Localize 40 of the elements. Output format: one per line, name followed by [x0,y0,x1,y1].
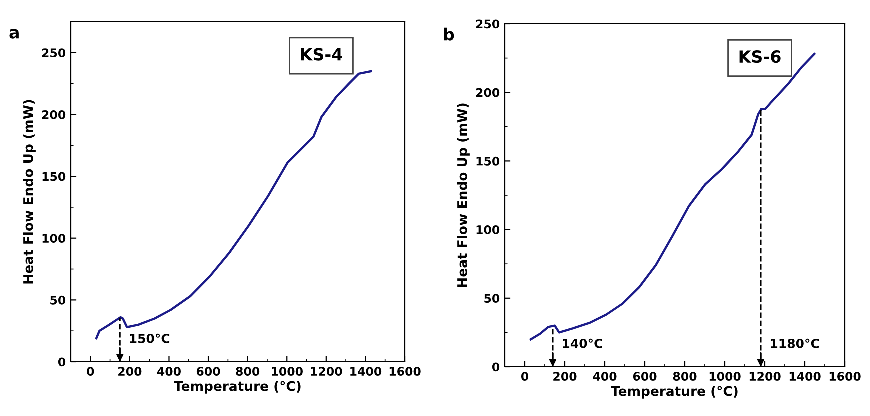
x-tick-label: 1400 [790,372,821,381]
y-tick-label: 50 [484,294,500,304]
x-axis-title: Temperature (°C) [611,386,738,399]
y-tick-label: 200 [42,110,66,120]
text: b [444,28,454,41]
y-tick-label: 150 [42,172,66,182]
y-tick-label: 0 [58,358,66,367]
x-tick-label: 600 [196,367,220,376]
y-tick-label: 250 [476,20,500,29]
x-tick-label: 800 [673,372,697,381]
x-tick-label: 1600 [830,372,861,381]
x-tick-label: 1000 [710,372,741,381]
y-tick-label: 50 [50,296,66,305]
x-tick-label: 0 [87,367,94,376]
x-tick-label: 400 [157,367,181,376]
y-tick-label: 100 [42,234,66,244]
text: KS-6 [740,50,781,64]
x-tick-label: 1200 [311,367,342,376]
x-tick-label: 200 [554,372,577,381]
ref-line-label: 1180°C [771,338,820,348]
y-tick-label: 150 [476,156,500,166]
text: KS-4 [301,48,342,61]
x-tick-label: 400 [593,372,617,381]
x-tick-label: 1600 [390,367,421,376]
y-tick-label: 100 [476,226,500,234]
ref-line-label: 150°C [130,334,170,344]
x-tick-label: 800 [236,367,260,376]
x-axis-title: Temperature (°C) [174,381,301,394]
text: a [10,29,19,39]
x-tick-label: 200 [118,367,142,376]
x-tick-label: 600 [633,372,657,381]
y-tick-label: 200 [476,88,500,98]
x-tick-label: 1400 [350,367,382,376]
y-axis-title: Heat Flow Endo Up (mW) [23,100,36,284]
x-tick-label: 1000 [272,367,303,376]
x-tick-label: 0 [521,372,529,381]
ref-line-label: 140°C [563,338,602,348]
y-tick-label: 250 [42,48,66,58]
x-tick-label: 1200 [750,372,781,381]
y-axis-title: Heat Flow Endo Up (mW) [457,104,470,288]
